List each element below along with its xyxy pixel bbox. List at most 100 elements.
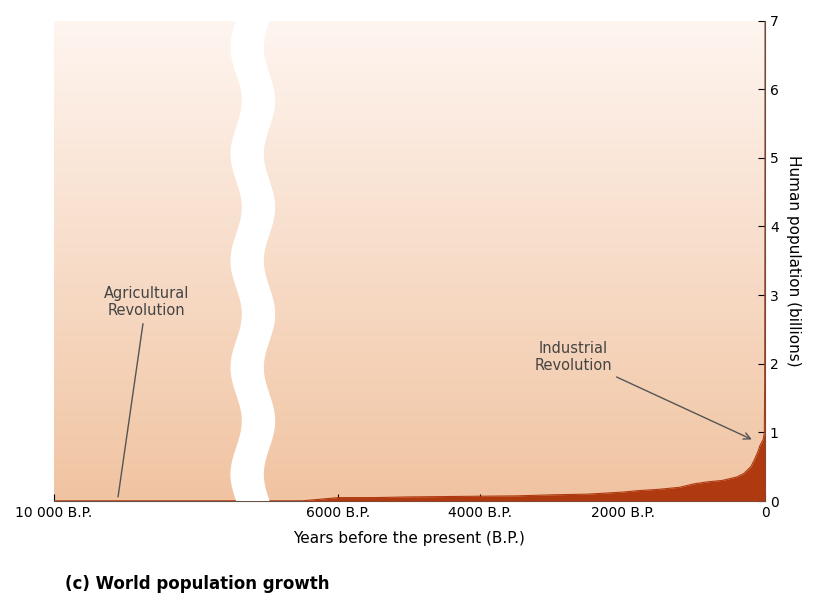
Bar xyxy=(54,398,765,400)
Bar xyxy=(54,376,765,378)
Bar xyxy=(54,205,765,208)
Bar xyxy=(54,405,765,408)
Bar xyxy=(54,236,765,239)
Bar xyxy=(54,199,765,200)
Bar xyxy=(54,268,765,271)
Bar xyxy=(54,249,765,251)
Bar xyxy=(54,313,765,316)
Bar xyxy=(54,362,765,364)
Bar xyxy=(54,124,765,126)
Bar xyxy=(54,331,765,333)
Bar xyxy=(54,417,765,419)
Bar xyxy=(54,208,765,210)
Bar xyxy=(54,424,765,426)
Bar xyxy=(54,196,765,199)
Bar xyxy=(54,76,765,78)
Bar xyxy=(54,241,765,244)
Bar xyxy=(54,68,765,71)
Bar xyxy=(54,86,765,88)
Bar xyxy=(54,388,765,390)
Bar xyxy=(54,117,765,119)
Bar xyxy=(54,93,765,95)
Bar xyxy=(54,112,765,114)
Bar xyxy=(54,153,765,155)
Bar xyxy=(54,414,765,417)
Bar xyxy=(54,186,765,189)
Bar xyxy=(54,496,765,499)
Bar xyxy=(54,174,765,177)
Bar xyxy=(54,316,765,318)
Bar xyxy=(54,441,765,444)
Bar xyxy=(54,25,765,27)
Bar xyxy=(54,40,765,42)
Bar xyxy=(54,419,765,422)
Text: Agricultural
Revolution: Agricultural Revolution xyxy=(104,286,188,497)
Bar xyxy=(54,273,765,275)
Bar xyxy=(54,491,765,494)
Bar xyxy=(54,335,765,338)
Bar xyxy=(54,126,765,129)
Bar xyxy=(54,333,765,335)
Bar xyxy=(54,181,765,184)
Bar xyxy=(54,342,765,345)
Bar xyxy=(54,129,765,131)
Bar xyxy=(54,155,765,158)
Polygon shape xyxy=(232,21,274,501)
Bar xyxy=(54,436,765,439)
Bar xyxy=(54,280,765,282)
Bar xyxy=(54,30,765,32)
Bar xyxy=(54,290,765,292)
Bar xyxy=(54,374,765,376)
Bar xyxy=(54,119,765,122)
Bar xyxy=(54,225,765,227)
Bar xyxy=(54,191,765,194)
Bar xyxy=(54,218,765,220)
Bar xyxy=(54,359,765,362)
Bar xyxy=(54,390,765,393)
Bar xyxy=(54,446,765,448)
Bar xyxy=(54,83,765,86)
Bar xyxy=(54,172,765,174)
Text: Industrial
Revolution: Industrial Revolution xyxy=(534,341,751,439)
Bar xyxy=(54,299,765,302)
Bar xyxy=(54,444,765,446)
Bar xyxy=(54,177,765,179)
Bar xyxy=(54,27,765,30)
Bar xyxy=(54,408,765,410)
Text: (c) World population growth: (c) World population growth xyxy=(65,575,330,593)
Bar xyxy=(54,133,765,136)
Bar xyxy=(54,114,765,117)
Bar xyxy=(54,160,765,163)
Bar xyxy=(54,386,765,388)
Bar xyxy=(54,352,765,354)
Bar xyxy=(54,42,765,45)
Bar xyxy=(54,369,765,371)
Bar xyxy=(54,49,765,52)
Bar xyxy=(54,434,765,436)
Bar xyxy=(54,143,765,145)
Bar xyxy=(54,227,765,230)
Bar xyxy=(54,95,765,97)
Bar xyxy=(54,59,765,61)
Bar xyxy=(54,184,765,186)
Bar xyxy=(54,244,765,246)
Bar xyxy=(54,463,765,465)
Bar xyxy=(54,470,765,472)
Bar xyxy=(54,45,765,47)
Bar xyxy=(54,109,765,112)
Bar xyxy=(54,371,765,374)
Bar xyxy=(54,71,765,73)
Bar xyxy=(54,318,765,321)
Bar xyxy=(54,266,765,268)
Bar xyxy=(54,311,765,313)
Bar xyxy=(54,403,765,405)
Bar xyxy=(54,64,765,66)
Bar xyxy=(54,400,765,403)
Bar xyxy=(54,347,765,349)
Bar xyxy=(54,458,765,460)
Bar xyxy=(54,460,765,463)
Bar xyxy=(54,222,765,225)
Bar xyxy=(54,246,765,249)
Bar xyxy=(54,277,765,280)
Bar xyxy=(54,215,765,218)
